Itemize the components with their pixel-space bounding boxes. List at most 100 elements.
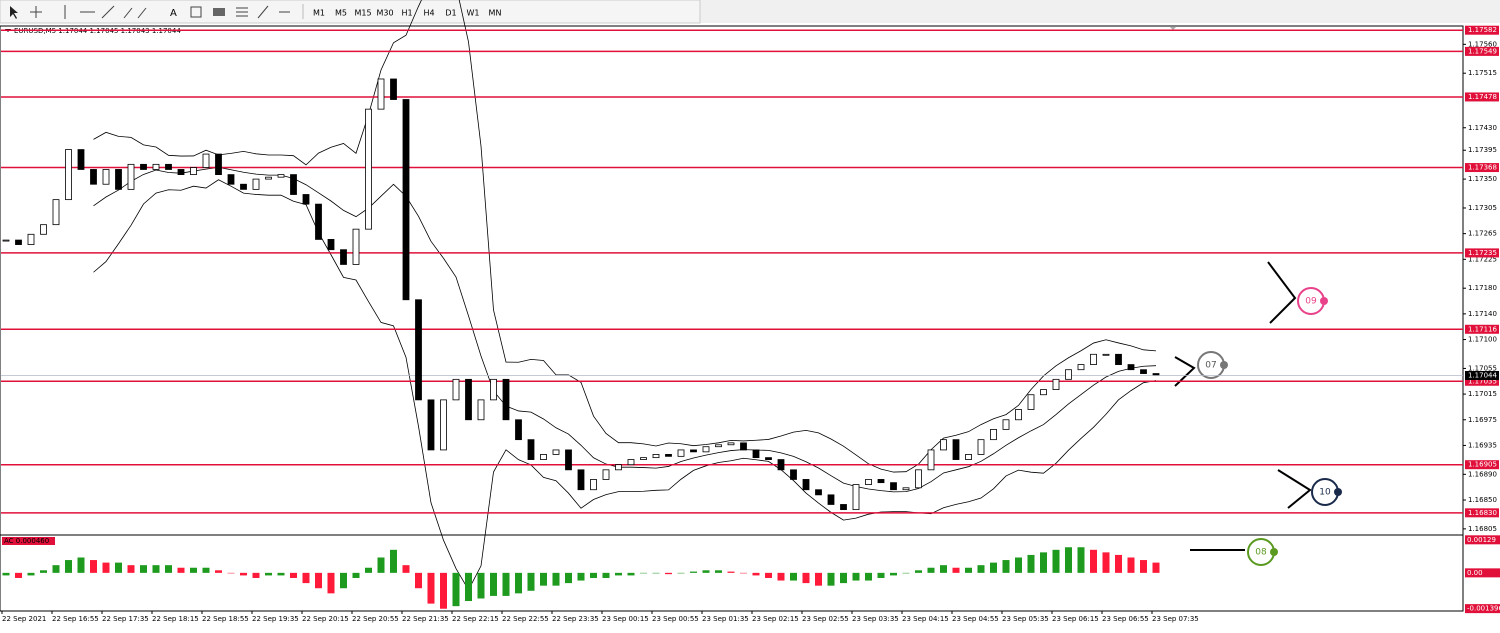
ac-bar [490,572,497,596]
candle [1090,353,1097,365]
text-tool[interactable]: A [170,8,177,19]
callout-label: 10 [1319,488,1331,498]
cursor-tool[interactable] [10,6,18,19]
candle [65,149,72,201]
candle [1102,353,1110,356]
price-label: 1.17395 [1468,146,1497,154]
ac-bar [740,572,747,574]
ac-bar [527,572,535,591]
candle [852,484,860,511]
timeframe-button[interactable]: D1 [445,9,456,18]
timeframe-button[interactable]: M30 [376,9,393,18]
price-label: 1.17350 [1468,175,1497,183]
ac-bar [265,572,272,576]
time-label: 23 Sep 06:15 [1052,615,1099,623]
level-label: 1.17116 [1468,325,1497,333]
price-label: 1.17225 [1468,255,1497,263]
timeframe-button[interactable]: MN [489,9,502,18]
level-label: 1.17478 [1468,93,1497,101]
price-label: 1.17560 [1468,40,1497,48]
timeframe-button[interactable]: W1 [467,9,480,18]
timeframe-button[interactable]: H4 [423,9,434,18]
price-label: 1.16805 [1468,525,1497,533]
arrow-10 [1277,469,1312,509]
candle [340,249,347,265]
level-label: 1.17368 [1468,164,1497,172]
ac-bar [52,565,60,573]
label-tool[interactable] [190,6,202,18]
candle [1115,353,1122,365]
candle [302,194,310,205]
candle [702,446,710,453]
crosshair-tool[interactable] [30,6,42,18]
time-label: 22 Sep 21:35 [402,615,449,623]
ac-bar [940,565,947,573]
ac-bar [1090,549,1097,573]
candle [1040,389,1047,396]
ac-bar [915,570,922,573]
level-tag [1465,508,1499,518]
candle [240,183,247,190]
candle [227,174,235,185]
ac-bar [577,572,585,581]
ac-bar [877,572,885,578]
time-label: 22 Sep 17:35 [102,615,149,623]
ac-bar [677,572,685,574]
timeframe-button[interactable]: M1 [313,9,325,18]
candle [890,482,897,491]
ac-bar [190,567,197,573]
ac-bar [477,572,485,599]
level-label: 1.17035 [1468,377,1497,385]
candle [1027,394,1035,410]
candle [640,457,647,460]
candle [727,442,735,446]
candle [40,224,47,235]
candle [915,469,922,489]
ac-bar [1015,557,1022,573]
time-label: 23 Sep 00:15 [602,615,649,623]
ac-bar [240,572,247,576]
timeframe-button[interactable]: H1 [401,9,412,18]
ac-bar [127,565,135,573]
candle [977,439,985,455]
ac-bar [102,562,110,573]
time-label: 23 Sep 04:55 [952,615,999,623]
candle [527,439,535,460]
level-label: 1.17235 [1468,249,1497,257]
timeframe-button[interactable]: M15 [354,9,371,18]
ac-bar [640,572,647,574]
ac-bar [2,572,10,576]
candle [615,464,622,471]
price-label: 1.17100 [1468,336,1497,344]
candle [940,439,947,451]
candle [352,228,360,265]
ac-bar [352,572,360,578]
ac-bar [652,572,660,574]
line-tools[interactable] [64,5,147,19]
ac-bar [840,572,847,584]
candle [452,378,460,401]
rect-tool[interactable] [213,8,225,16]
ac-bar [465,572,472,602]
candle [52,199,60,226]
candle [515,419,522,441]
candle [127,163,135,190]
candle [740,442,747,451]
ac-bar [1065,547,1072,573]
more-tools[interactable] [236,5,290,19]
level-tag [1465,376,1499,386]
ac-bar [1077,547,1085,573]
ac-bar [1102,552,1110,573]
candle [177,169,185,176]
ac-bar [765,572,772,578]
ac-bar [440,572,447,609]
candle [565,449,572,471]
candle [652,454,660,459]
timeframe-button[interactable]: M5 [335,9,347,18]
candle [1077,364,1085,371]
price-label: 1.17430 [1468,124,1497,132]
price-label: 1.16890 [1468,470,1497,478]
ac-bar [902,572,910,574]
candle [1127,364,1135,371]
